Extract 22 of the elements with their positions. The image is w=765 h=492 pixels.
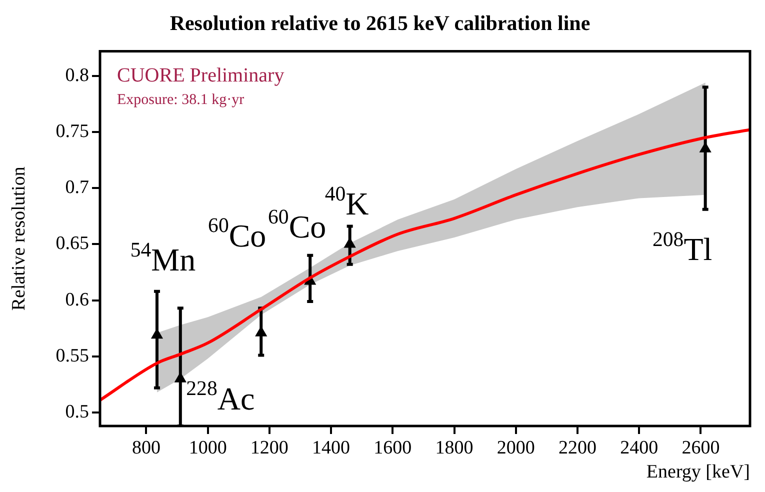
- x-tick-label: 1600: [374, 437, 412, 458]
- x-tick-label: 800: [132, 437, 160, 458]
- x-tick-label: 1000: [188, 437, 227, 458]
- x-tick-label: 1800: [435, 437, 474, 458]
- annotation: Exposure: 38.1 kg·yr: [117, 92, 244, 108]
- y-tick-label: 0.8: [65, 64, 89, 86]
- x-tick-label: 2600: [682, 437, 720, 458]
- chart-title: Resolution relative to 2615 keV calibration line: [170, 11, 590, 36]
- y-tick-label: 0.6: [65, 289, 89, 310]
- y-tick-label: 0.7: [65, 177, 89, 198]
- annotation: CUORE Preliminary: [117, 64, 284, 86]
- x-tick-label: 1400: [312, 437, 350, 458]
- x-tick-label: 2200: [558, 437, 596, 458]
- y-axis-title: Relative resolution: [8, 166, 30, 311]
- y-tick-label: 0.55: [56, 345, 89, 366]
- x-axis-title: Energy [keV]: [646, 462, 750, 483]
- y-tick-label: 0.75: [56, 120, 89, 142]
- y-tick-label: 0.65: [56, 233, 89, 254]
- x-tick-label: 2400: [620, 437, 658, 458]
- y-tick-label: 0.5: [65, 402, 89, 423]
- x-tick-label: 1200: [250, 437, 288, 458]
- x-tick-label: 2000: [496, 437, 535, 458]
